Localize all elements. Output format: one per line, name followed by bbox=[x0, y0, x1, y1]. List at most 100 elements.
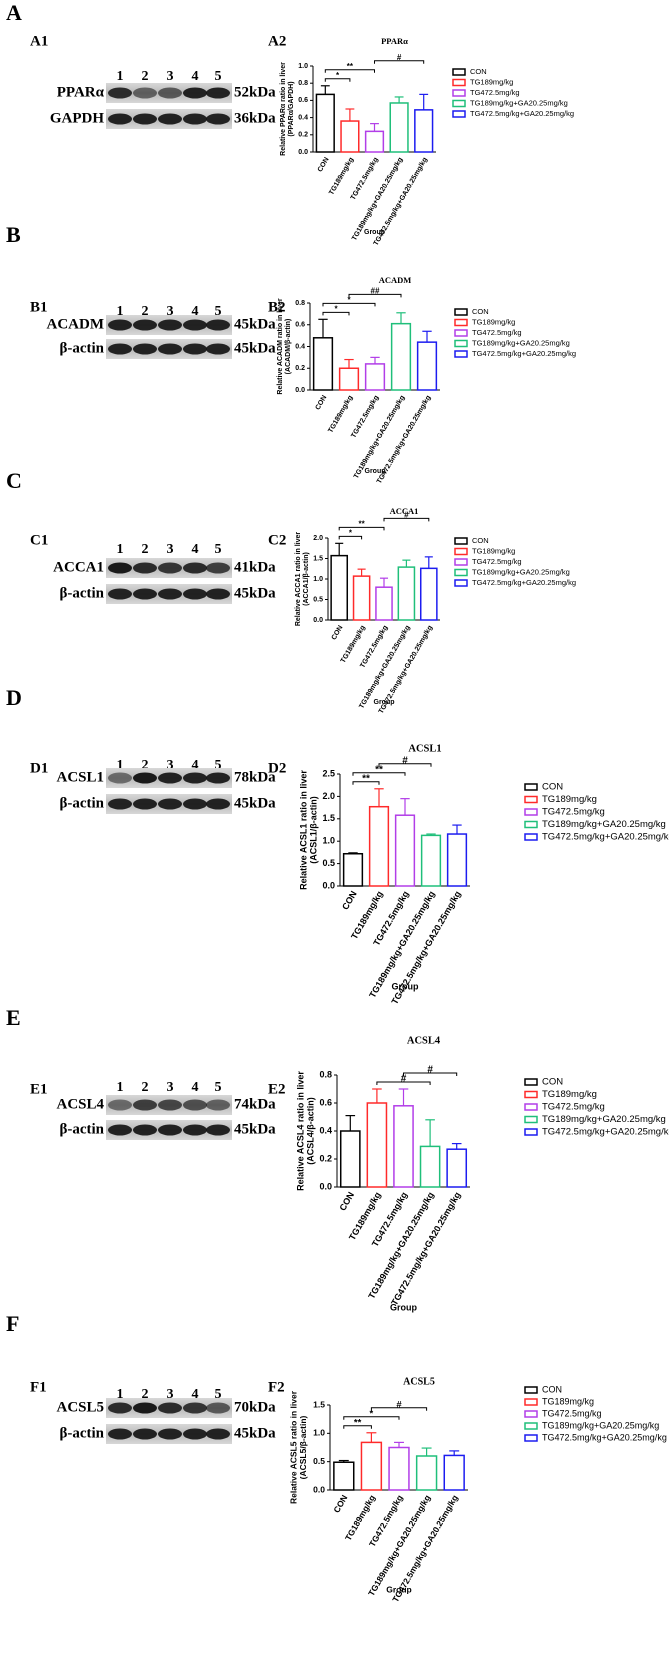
protein-size: 41kDa bbox=[234, 559, 276, 575]
legend-label: TG189mg/kg bbox=[470, 77, 513, 86]
blot-band bbox=[206, 1428, 230, 1440]
chart-title: PPARα bbox=[381, 36, 408, 46]
significance-label: # bbox=[401, 1074, 407, 1085]
protein-name: β-actin bbox=[59, 1121, 104, 1137]
chart-label: B2 bbox=[268, 299, 286, 315]
protein-size: 45kDa bbox=[234, 340, 276, 356]
lane-label: 5 bbox=[215, 1080, 222, 1095]
bar bbox=[312, 337, 334, 391]
blot-band bbox=[206, 319, 230, 331]
blot-band bbox=[108, 1099, 132, 1111]
panel-letter: B bbox=[6, 222, 21, 247]
bar bbox=[397, 566, 416, 621]
blot-band bbox=[183, 343, 207, 355]
legend-swatch bbox=[452, 99, 466, 108]
lane-label: 4 bbox=[192, 542, 199, 557]
bar bbox=[330, 554, 349, 621]
legend-label: TG189mg/kg+GA20.25mg/kg bbox=[542, 819, 666, 830]
lane-label: 5 bbox=[215, 69, 222, 84]
blot-band bbox=[206, 562, 230, 574]
blot-label: D1 bbox=[30, 760, 48, 776]
significance-bracket bbox=[338, 526, 385, 531]
significance-bracket bbox=[322, 302, 376, 307]
protein-name: β-actin bbox=[59, 795, 104, 811]
x-tick-label: CON bbox=[331, 1493, 349, 1514]
legend-swatch bbox=[524, 1398, 538, 1406]
bar bbox=[364, 363, 386, 391]
protein-size: 70kDa bbox=[234, 1399, 276, 1415]
legend-label: TG472.5mg/kg+GA20.25mg/kg bbox=[472, 349, 576, 358]
protein-size: 45kDa bbox=[234, 1121, 276, 1137]
bar bbox=[339, 1130, 361, 1188]
protein-name: ACSL4 bbox=[56, 1096, 104, 1112]
blot-band bbox=[133, 772, 157, 784]
blot-band bbox=[133, 319, 157, 331]
protein-name: β-actin bbox=[59, 1425, 104, 1441]
x-axis-label: Group bbox=[365, 468, 386, 475]
blot-band bbox=[108, 588, 132, 600]
blot-band bbox=[158, 1099, 182, 1111]
bar bbox=[364, 130, 385, 153]
x-tick-label: TG472.5mg/kg+GA20.25mg/kg bbox=[373, 156, 429, 247]
blot-band bbox=[206, 798, 230, 810]
blot-band bbox=[183, 798, 207, 810]
y-tick-label: 0.0 bbox=[295, 387, 305, 394]
y-axis-label: Relative ACSL1 ratio in liver bbox=[298, 770, 308, 890]
legend-swatch bbox=[524, 833, 538, 841]
lane-label: 1 bbox=[117, 1387, 124, 1402]
bar bbox=[366, 1102, 388, 1188]
legend-swatch bbox=[452, 89, 466, 97]
bar bbox=[389, 102, 409, 153]
significance-label: ** bbox=[375, 764, 383, 775]
legend-label: CON bbox=[472, 307, 489, 316]
x-tick-label: TG189mg/kg bbox=[327, 394, 354, 434]
blot-band bbox=[158, 1402, 182, 1414]
chart-label: F2 bbox=[268, 1379, 285, 1395]
y-tick-label: 0.8 bbox=[295, 300, 305, 307]
panel-letter: C bbox=[6, 468, 22, 493]
blot-band bbox=[183, 319, 207, 331]
significance-bracket bbox=[343, 1425, 372, 1429]
legend-label: TG189mg/kg+GA20.25mg/kg bbox=[470, 98, 568, 107]
lane-label: 5 bbox=[215, 1387, 222, 1402]
blot-band bbox=[183, 772, 207, 784]
significance-bracket bbox=[324, 69, 375, 73]
y-axis-label: (ACSL5/β-actin) bbox=[298, 1415, 308, 1479]
y-tick-label: 0.8 bbox=[298, 80, 308, 87]
blot-band bbox=[206, 772, 230, 784]
legend-label: TG472.5mg/kg+GA20.25mg/kg bbox=[472, 578, 576, 587]
legend-label: TG189mg/kg bbox=[542, 794, 597, 805]
y-axis-label: (ACSL4/β-actin) bbox=[305, 1097, 315, 1165]
legend-label: CON bbox=[542, 1077, 563, 1088]
legend-swatch bbox=[524, 1115, 538, 1124]
blot-band bbox=[158, 343, 182, 355]
y-axis-label: (ACSL1/β-actin) bbox=[308, 796, 318, 864]
legend-swatch bbox=[454, 579, 468, 587]
legend-swatch bbox=[524, 1128, 538, 1136]
protein-size: 45kDa bbox=[234, 795, 276, 811]
blot-band bbox=[158, 87, 182, 99]
legend-swatch bbox=[454, 329, 468, 337]
legend-swatch bbox=[452, 68, 466, 76]
chart-title: ACSL1 bbox=[408, 743, 441, 754]
legend-swatch bbox=[524, 1078, 538, 1086]
lane-label: 1 bbox=[117, 542, 124, 557]
legend-swatch bbox=[524, 783, 538, 791]
lane-label: 3 bbox=[167, 304, 174, 319]
bar bbox=[315, 93, 335, 153]
significance-bracket bbox=[322, 311, 350, 316]
blot-band bbox=[206, 343, 230, 355]
blot-band bbox=[133, 87, 157, 99]
y-tick-label: 2.5 bbox=[322, 768, 335, 778]
legend-swatch bbox=[524, 820, 538, 829]
x-tick-label: CON bbox=[340, 889, 359, 911]
y-tick-label: 0.0 bbox=[319, 1181, 332, 1191]
legend-swatch bbox=[452, 110, 466, 118]
significance-label: # bbox=[397, 53, 402, 62]
blot-band bbox=[108, 1428, 132, 1440]
significance-bracket bbox=[370, 1407, 428, 1411]
bar bbox=[414, 109, 434, 153]
bar bbox=[352, 575, 371, 621]
